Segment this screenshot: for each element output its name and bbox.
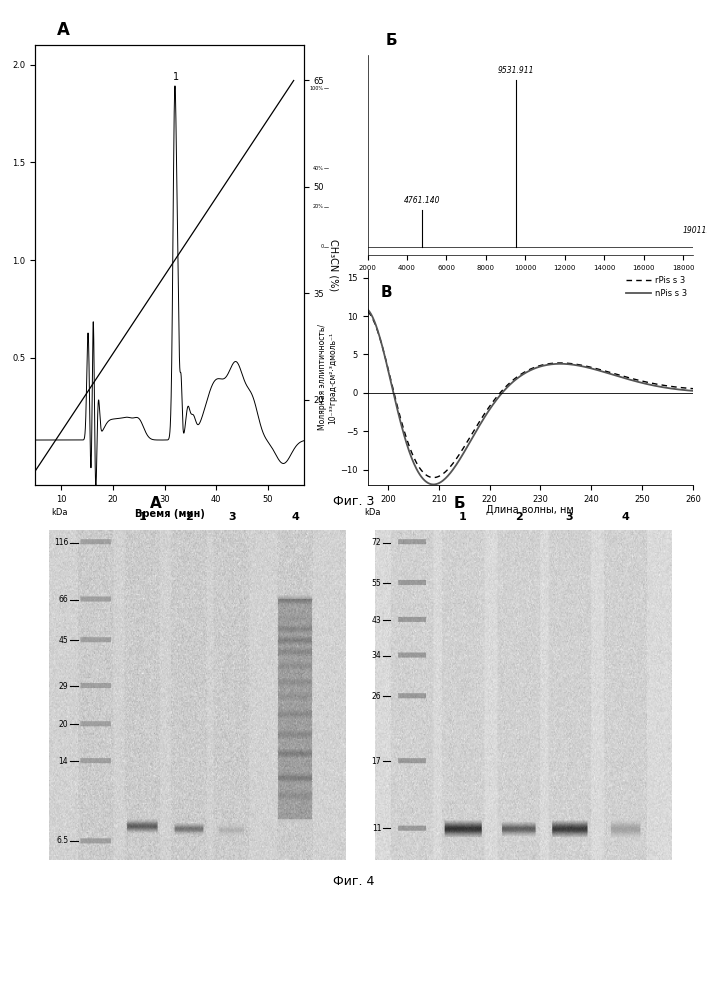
Text: 29: 29 bbox=[59, 682, 68, 691]
Text: В: В bbox=[380, 285, 392, 300]
Text: Б: Б bbox=[385, 33, 397, 48]
rPis s 3 bbox=[572, 358, 580, 370]
Text: 3: 3 bbox=[566, 512, 573, 522]
nPis s 3 bbox=[604, 367, 613, 379]
nPis s 3 bbox=[403, 440, 411, 452]
Text: 20: 20 bbox=[59, 720, 68, 729]
nPis s 3 bbox=[495, 390, 503, 402]
Text: 1: 1 bbox=[139, 512, 146, 522]
rPis s 3 bbox=[430, 472, 438, 484]
Text: A: A bbox=[150, 496, 161, 511]
Text: 6.5: 6.5 bbox=[56, 836, 68, 845]
nPis s 3 bbox=[572, 359, 580, 371]
Text: 45: 45 bbox=[59, 636, 68, 645]
rPis s 3 bbox=[604, 366, 613, 378]
Text: 72: 72 bbox=[372, 538, 381, 547]
Text: 11: 11 bbox=[372, 824, 381, 833]
Y-axis label: Молярная эллиптичность/
10⁻³³град⋅см²⋅³дмоль⁻¹: Молярная эллиптичность/ 10⁻³³град⋅см²⋅³д… bbox=[317, 324, 338, 430]
Text: 4: 4 bbox=[621, 512, 629, 522]
rPis s 3 bbox=[495, 388, 503, 400]
X-axis label: Время (мин): Время (мин) bbox=[135, 509, 204, 519]
rPis s 3 bbox=[472, 421, 480, 433]
nPis s 3 bbox=[602, 367, 611, 379]
Text: 40%: 40% bbox=[312, 166, 323, 171]
Line: rPis s 3: rPis s 3 bbox=[368, 311, 698, 478]
rPis s 3 bbox=[363, 305, 372, 317]
Text: 0: 0 bbox=[320, 244, 323, 249]
rPis s 3 bbox=[694, 383, 702, 395]
Text: 100%: 100% bbox=[309, 86, 323, 91]
Text: A: A bbox=[57, 21, 70, 39]
Y-axis label: CH₃CN (%): CH₃CN (%) bbox=[328, 239, 338, 291]
Text: 17: 17 bbox=[372, 756, 381, 766]
X-axis label: m/z: m/z bbox=[522, 272, 539, 281]
Text: 4761.140: 4761.140 bbox=[404, 196, 440, 205]
Text: 2: 2 bbox=[186, 512, 193, 522]
Text: kDa: kDa bbox=[365, 508, 381, 517]
Text: 20%: 20% bbox=[312, 204, 323, 209]
Text: 66: 66 bbox=[59, 595, 68, 604]
nPis s 3 bbox=[430, 478, 438, 490]
rPis s 3 bbox=[403, 435, 411, 447]
Text: 9531.911: 9531.911 bbox=[498, 66, 534, 75]
Text: 55: 55 bbox=[371, 579, 381, 588]
Text: 1: 1 bbox=[173, 72, 179, 82]
Text: 43: 43 bbox=[371, 616, 381, 625]
nPis s 3 bbox=[363, 303, 372, 315]
Text: 4: 4 bbox=[291, 512, 300, 522]
Text: 2: 2 bbox=[515, 512, 522, 522]
Text: Фиг. 4: Фиг. 4 bbox=[333, 875, 374, 888]
Text: 116: 116 bbox=[54, 538, 68, 547]
Line: nPis s 3: nPis s 3 bbox=[368, 309, 698, 484]
nPis s 3 bbox=[694, 385, 702, 397]
Legend: rPis s 3, nPis s 3: rPis s 3, nPis s 3 bbox=[622, 272, 690, 301]
Text: kDa: kDa bbox=[52, 508, 68, 517]
Text: 34: 34 bbox=[371, 651, 381, 660]
nPis s 3 bbox=[472, 425, 480, 437]
X-axis label: Длина волны, нм: Длина волны, нм bbox=[486, 505, 574, 515]
Text: Б: Б bbox=[454, 496, 465, 511]
Text: 26: 26 bbox=[372, 692, 381, 701]
Text: 19011.580: 19011.580 bbox=[682, 226, 707, 235]
Text: 3: 3 bbox=[228, 512, 235, 522]
Text: Фиг. 3: Фиг. 3 bbox=[333, 495, 374, 508]
Text: 14: 14 bbox=[59, 756, 68, 766]
Text: 1: 1 bbox=[459, 512, 467, 522]
rPis s 3 bbox=[602, 366, 611, 378]
